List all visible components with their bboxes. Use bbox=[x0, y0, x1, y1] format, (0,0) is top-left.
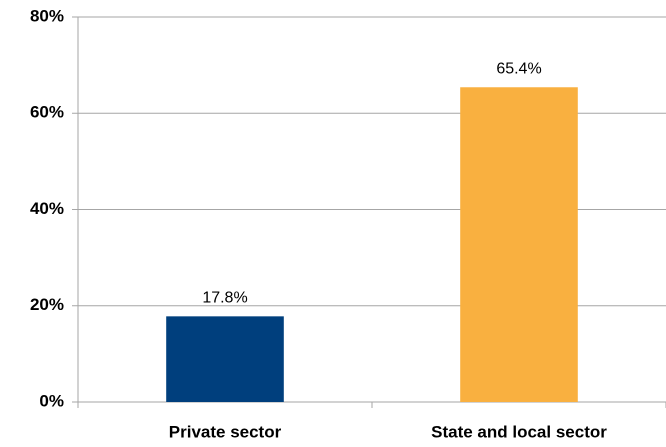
y-tick-label: 20% bbox=[30, 295, 64, 314]
y-tick-label: 0% bbox=[39, 391, 64, 410]
y-tick-label: 80% bbox=[30, 6, 64, 25]
x-tick-label: State and local sector bbox=[431, 422, 607, 441]
bar bbox=[460, 87, 578, 402]
y-tick-label: 40% bbox=[30, 199, 64, 218]
bar bbox=[166, 316, 284, 402]
value-label: 65.4% bbox=[496, 60, 541, 77]
value-label: 17.8% bbox=[202, 290, 247, 307]
x-tick-label: Private sector bbox=[169, 422, 282, 441]
y-tick-label: 60% bbox=[30, 103, 64, 122]
